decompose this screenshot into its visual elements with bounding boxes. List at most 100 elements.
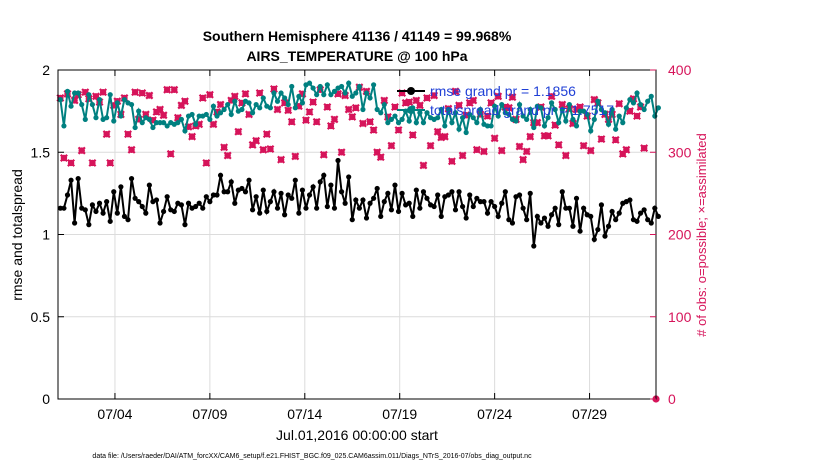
obs-assimilated-point bbox=[302, 116, 310, 125]
obs-assimilated-point bbox=[426, 141, 435, 150]
spread-point bbox=[217, 110, 224, 116]
spread-point bbox=[516, 101, 523, 108]
rmse-point bbox=[299, 187, 306, 193]
rmse-point bbox=[139, 203, 145, 210]
spread-point bbox=[182, 128, 188, 134]
rmse-point bbox=[613, 217, 619, 223]
spread-point bbox=[356, 83, 362, 90]
obs-assimilated-point bbox=[312, 117, 321, 126]
obs-assimilated-point bbox=[366, 117, 375, 126]
y-tick-label: 0.5 bbox=[31, 309, 51, 325]
rmse-point bbox=[371, 195, 377, 201]
spread-point bbox=[292, 105, 298, 111]
rmse-point bbox=[449, 189, 455, 195]
rmse-point bbox=[634, 218, 640, 224]
y2-tick-label: 0 bbox=[668, 391, 676, 407]
spread-point bbox=[260, 95, 266, 101]
spread-point bbox=[623, 105, 629, 111]
rmse-point bbox=[246, 177, 252, 183]
spread-point bbox=[96, 97, 103, 103]
obs-assimilated-point bbox=[284, 106, 293, 115]
rmse-point bbox=[438, 213, 444, 220]
spread-point bbox=[338, 83, 345, 90]
obs-assimilated-point bbox=[561, 151, 570, 160]
rmse-point bbox=[114, 210, 120, 216]
rmse-point bbox=[100, 210, 106, 216]
y2-tick-label: 400 bbox=[668, 62, 692, 78]
obs-assimilated-point bbox=[255, 89, 264, 98]
spread-point bbox=[353, 90, 359, 96]
spread-point bbox=[253, 101, 259, 108]
x-axis-ticks: 07/04 07/09 07/14 07/19 07/24 07/29 bbox=[97, 70, 607, 422]
spread-point bbox=[175, 120, 181, 126]
spread-point bbox=[282, 95, 288, 101]
spread-point bbox=[492, 103, 498, 109]
rmse-point bbox=[570, 223, 576, 229]
rmse-point bbox=[609, 208, 615, 215]
rmse-point bbox=[239, 185, 245, 192]
obs-assimilated-point bbox=[241, 89, 250, 98]
spread-point bbox=[545, 115, 551, 121]
spread-point bbox=[346, 80, 352, 86]
spread-point bbox=[524, 116, 530, 122]
spread-point bbox=[274, 98, 281, 104]
spread-point bbox=[214, 113, 220, 119]
obs-assimilated-point bbox=[124, 130, 132, 139]
spread-point bbox=[417, 110, 423, 116]
rmse-point bbox=[349, 217, 355, 223]
obs-assimilated-point bbox=[67, 158, 76, 167]
spread-point bbox=[520, 113, 526, 119]
rmse-point bbox=[136, 199, 142, 205]
y-tick-label: 2 bbox=[42, 62, 50, 78]
obs-assimilated-point bbox=[156, 105, 165, 114]
rmse-point bbox=[96, 200, 103, 206]
rmse-point bbox=[637, 210, 644, 216]
spread-point bbox=[605, 121, 612, 127]
spread-point bbox=[128, 101, 135, 108]
rmse-point bbox=[86, 222, 92, 228]
rmse-point bbox=[502, 189, 508, 195]
spread-point bbox=[257, 105, 263, 111]
spread-point bbox=[207, 116, 213, 122]
rmse-point bbox=[89, 202, 96, 208]
spread-point bbox=[641, 106, 647, 113]
rmse-point bbox=[346, 174, 352, 180]
rmse-point bbox=[221, 189, 227, 195]
obs-assimilated-point bbox=[430, 91, 439, 100]
rmse-point bbox=[125, 217, 131, 223]
y-tick-label: 1 bbox=[42, 227, 50, 243]
rmse-point bbox=[107, 218, 113, 224]
obs-assimilated-point bbox=[209, 120, 218, 129]
legend-rmse-marker bbox=[407, 87, 415, 95]
spread-point bbox=[139, 120, 145, 126]
spread-point bbox=[118, 113, 124, 119]
spread-point bbox=[463, 129, 469, 136]
spread-point bbox=[160, 120, 167, 126]
spread-point bbox=[506, 111, 512, 118]
obs-assimilated-point bbox=[106, 158, 115, 167]
rmse-point bbox=[452, 207, 459, 213]
spread-point bbox=[374, 106, 380, 113]
spread-point bbox=[331, 88, 338, 94]
obs-assimilated-point bbox=[348, 112, 357, 121]
obs-assimilated-point bbox=[494, 92, 503, 101]
spread-point bbox=[239, 106, 245, 113]
spread-point bbox=[445, 106, 451, 113]
spread-point bbox=[420, 120, 427, 126]
rmse-point bbox=[324, 203, 330, 210]
rmse-point bbox=[378, 213, 384, 220]
obs-assimilated-point bbox=[408, 130, 417, 139]
rmse-point bbox=[516, 192, 523, 198]
spread-point bbox=[477, 106, 483, 113]
x-tick-label: 07/29 bbox=[572, 406, 607, 422]
spread-point bbox=[121, 97, 128, 103]
y2-tick-label: 200 bbox=[668, 227, 692, 243]
x-tick-label: 07/19 bbox=[382, 406, 417, 422]
rmse-point bbox=[456, 189, 462, 195]
rmse-point bbox=[338, 189, 345, 195]
obs-assimilated-point bbox=[455, 101, 464, 110]
obs-assimilated-point bbox=[472, 145, 481, 154]
spread-point bbox=[189, 111, 195, 118]
rmse-point bbox=[655, 213, 661, 220]
rmse-point bbox=[257, 210, 263, 216]
